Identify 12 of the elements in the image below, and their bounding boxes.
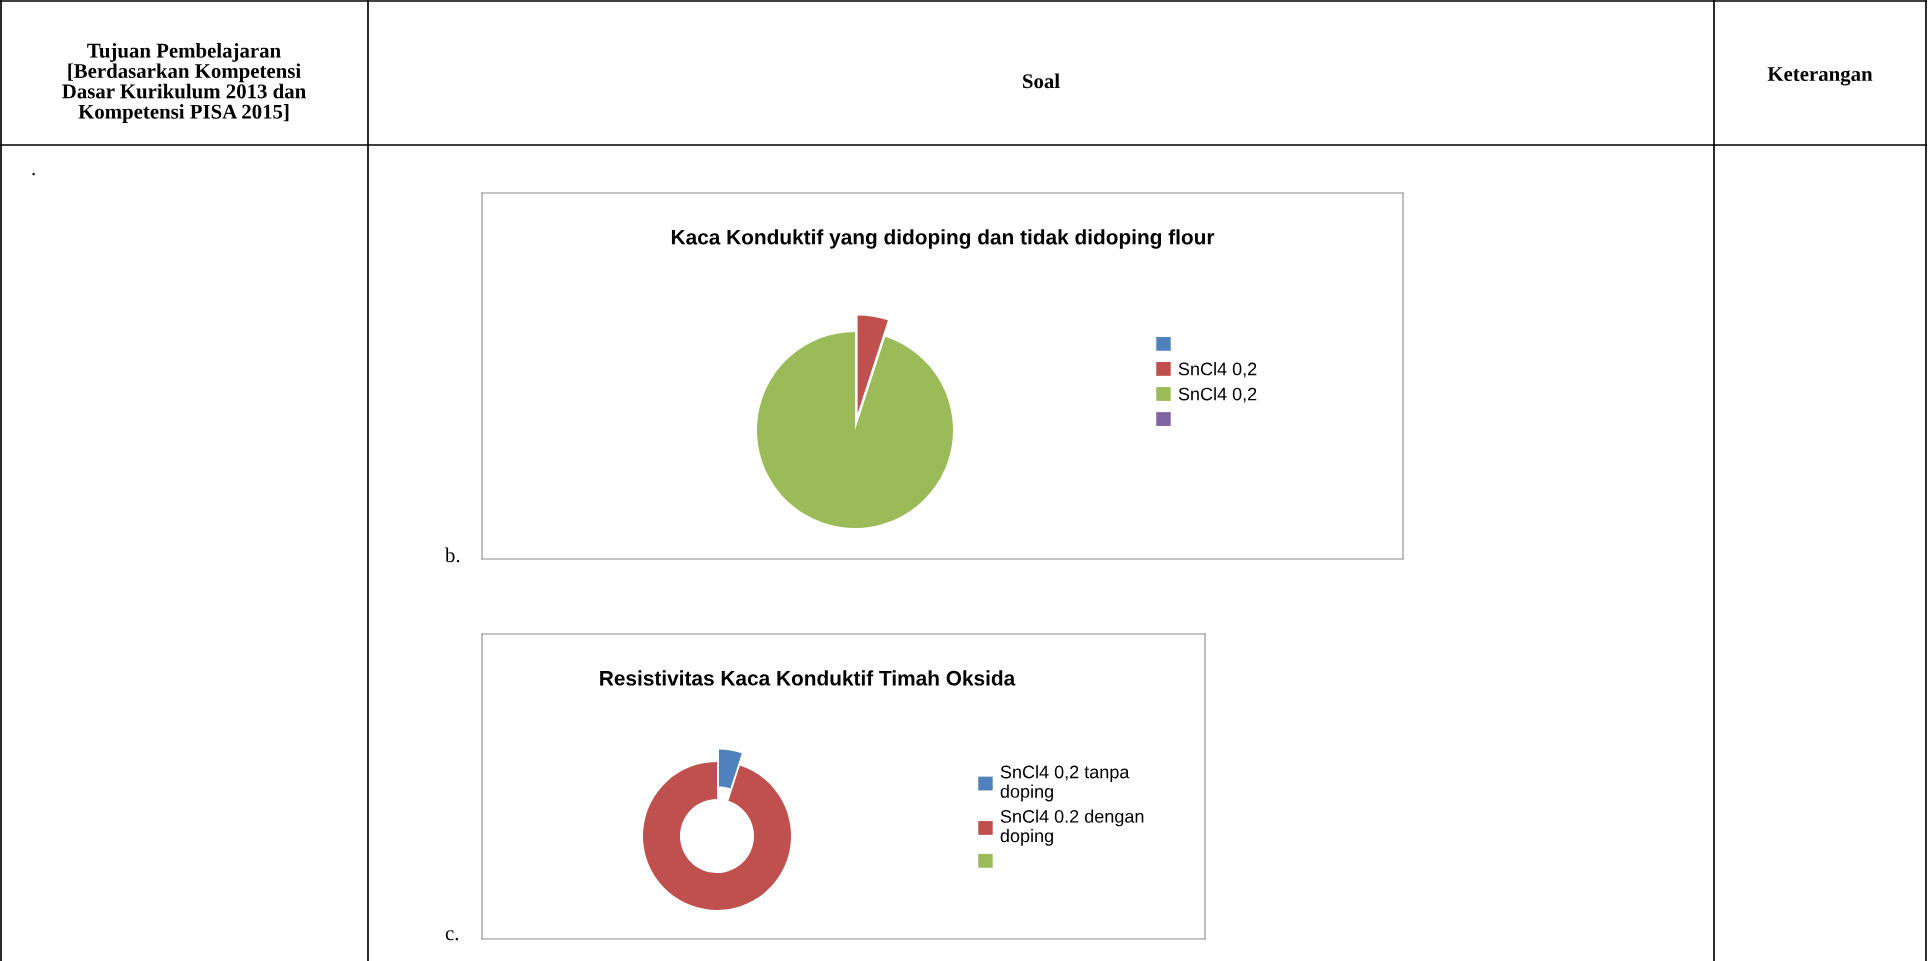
text: Soal: [1023, 73, 1060, 89]
chart-title: Resistivitas Kaca Konduktif Timah Oksida: [600, 670, 1016, 686]
text: b.: [445, 547, 460, 563]
chart-title: Kaca Konduktif yang didoping dan tidak didoping flour: [671, 229, 1215, 249]
legend-label: SnCl4 0.2 dengan doping: [1000, 809, 1144, 846]
text: Tujuan Pembelajaran [Berdasarkan Kompetensi Dasar Kurikulum 2013 dan Kompetensi PISA 2015]: [62, 43, 306, 123]
legend-label: SnCl4 0,2: [1178, 387, 1257, 403]
legend-label: SnCl4 0,2: [1178, 362, 1257, 378]
text: Keterangan: [1767, 67, 1873, 86]
text: c.: [445, 930, 459, 941]
text: .: [32, 172, 35, 176]
legend-label: SnCl4 0,2 tanpa doping: [1000, 765, 1130, 802]
